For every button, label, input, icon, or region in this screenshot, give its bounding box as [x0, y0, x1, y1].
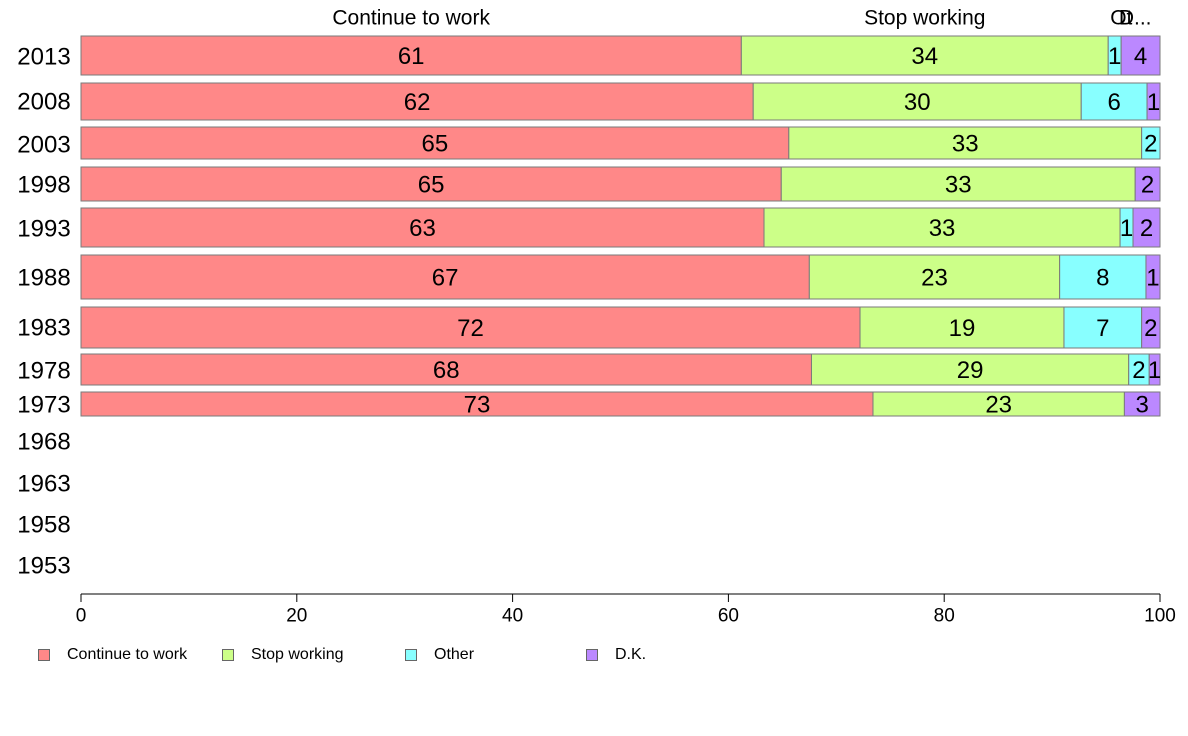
y-tick-label: 2003: [17, 132, 70, 159]
bar-segment: [80, 306, 861, 349]
bar-segment: [1063, 306, 1143, 349]
bar-value-label: 65: [418, 172, 445, 199]
y-tick-label: 1993: [17, 216, 70, 243]
bar-value-label: 8: [1096, 265, 1109, 292]
legend-item: Continue to work: [38, 646, 187, 664]
bar-segment: [80, 82, 754, 121]
bar-value-label: 1: [1108, 43, 1121, 70]
bar-value-label: 2: [1144, 315, 1157, 342]
bar-value-label: 67: [432, 265, 459, 292]
bar-value-label: 73: [464, 392, 491, 419]
bar-value-label: 34: [911, 43, 938, 70]
bar-segment: [780, 166, 1136, 202]
y-tick-label: 1958: [17, 512, 70, 539]
bar-value-label: 4: [1134, 43, 1147, 70]
bar-segment: [763, 207, 1121, 248]
bar-value-label: 62: [404, 89, 431, 116]
bar-value-label: 29: [957, 357, 984, 384]
legend-item: Other: [405, 646, 474, 664]
bar-value-label: 61: [398, 43, 425, 70]
y-tick-label: 2008: [17, 89, 70, 116]
bar-segment: [859, 306, 1065, 349]
legend-label: D.K.: [615, 646, 647, 663]
x-tick-label: 40: [502, 606, 523, 627]
bar-value-label: 2: [1144, 131, 1157, 158]
bar-segment: [1141, 126, 1161, 160]
bar-segment: [1080, 82, 1148, 121]
x-tick-label: 100: [1144, 606, 1176, 627]
bar-segment: [80, 353, 812, 386]
legend-label: Other: [434, 646, 475, 663]
bar-value-label: 19: [949, 315, 976, 342]
y-tick-label: 1978: [17, 358, 70, 385]
y-tick-label: 1953: [17, 553, 70, 580]
x-tick-label: 0: [76, 606, 87, 627]
legend-swatch: [586, 649, 598, 661]
bar-value-label: 72: [457, 315, 484, 342]
bar-value-label: 65: [422, 131, 449, 158]
legend-item: Stop working: [222, 646, 344, 664]
bar-value-label: 23: [985, 392, 1012, 419]
bar-value-label: 23: [921, 265, 948, 292]
bar-value-label: 33: [952, 131, 979, 158]
bar-value-label: 1: [1148, 357, 1161, 384]
y-tick-label: 1988: [17, 265, 70, 292]
bar-value-label: 1: [1147, 89, 1160, 116]
bar-value-label: 2: [1132, 357, 1145, 384]
bar-segment: [752, 82, 1082, 121]
bar-segment: [872, 391, 1125, 417]
bar-segment: [80, 126, 790, 160]
bar-segment: [1146, 82, 1161, 121]
bar-value-label: 30: [904, 89, 931, 116]
x-tick-label: 20: [286, 606, 307, 627]
bar-segment: [1148, 353, 1161, 386]
bar-segment: [1120, 35, 1161, 76]
series-header-label: Continue to work: [332, 7, 490, 30]
bar-segment: [80, 166, 782, 202]
x-tick-label: 80: [934, 606, 955, 627]
y-tick-label: 1998: [17, 172, 70, 199]
series-header-label: Stop working: [864, 7, 985, 30]
y-tick-label: 2013: [17, 44, 70, 71]
bar-segment: [1132, 207, 1161, 248]
bar-value-label: 3: [1136, 392, 1149, 419]
bar-segment: [1145, 254, 1161, 300]
bar-segment: [80, 207, 765, 248]
bar-value-label: 33: [929, 215, 956, 242]
bar-value-label: 6: [1107, 89, 1120, 116]
bar-segment: [808, 254, 1061, 300]
y-tick-label: 1983: [17, 315, 70, 342]
bar-value-label: 68: [433, 357, 460, 384]
bar-value-label: 7: [1096, 315, 1109, 342]
bar-segment: [1141, 306, 1161, 349]
legend-label: Stop working: [251, 646, 344, 663]
legend-swatch: [222, 649, 234, 661]
bar-segment: [810, 353, 1130, 386]
bar-segment: [1134, 166, 1161, 202]
y-tick-label: 1973: [17, 392, 70, 419]
bar-segment: [1059, 254, 1147, 300]
legend: Continue to work Stop working Other D.K.: [38, 646, 738, 668]
bar-value-label: 63: [409, 215, 436, 242]
bar-segment: [80, 254, 810, 300]
bar-segment: [788, 126, 1143, 160]
bar-value-label: 33: [945, 172, 972, 199]
legend-item: D.K.: [586, 646, 646, 664]
bar-value-label: 1: [1120, 215, 1133, 242]
legend-swatch: [405, 649, 417, 661]
y-tick-label: 1968: [17, 429, 70, 456]
bar-segment: [740, 35, 1109, 76]
bar-segment: [1123, 391, 1161, 417]
series-header-label: D...: [1119, 7, 1152, 30]
x-tick-label: 60: [718, 606, 739, 627]
bar-value-label: 2: [1141, 172, 1154, 199]
bar-value-label: 2: [1140, 215, 1153, 242]
bar-value-label: 1: [1146, 265, 1159, 292]
y-tick-label: 1963: [17, 471, 70, 498]
legend-label: Continue to work: [67, 646, 188, 663]
series-header-label: Ot: [1110, 7, 1132, 30]
legend-swatch: [38, 649, 50, 661]
